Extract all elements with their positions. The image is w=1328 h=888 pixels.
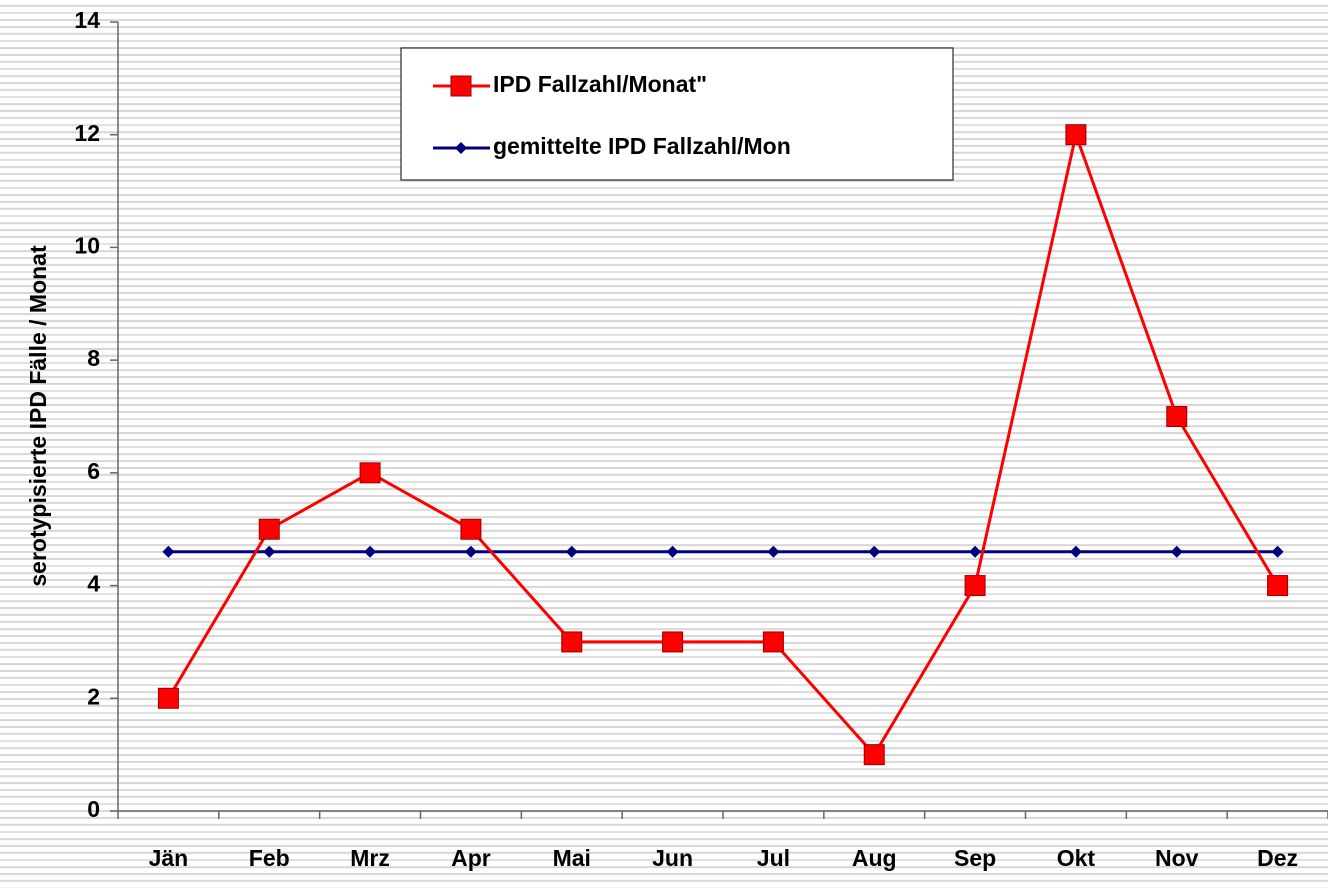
x-tick-label: Okt <box>1057 845 1096 871</box>
x-tick-label: Aug <box>852 845 897 871</box>
x-tick-label: Mai <box>553 845 591 871</box>
marker <box>1271 545 1284 558</box>
y-tick-label: 14 <box>74 7 100 33</box>
marker <box>258 518 280 540</box>
y-tick-label: 4 <box>87 571 100 597</box>
x-tick-label: Jän <box>149 845 189 871</box>
marker <box>157 687 179 709</box>
y-tick-label: 6 <box>87 458 100 484</box>
legend-label: IPD Fallzahl/Monat" <box>493 71 707 97</box>
marker <box>359 462 381 484</box>
y-tick-label: 12 <box>74 120 100 146</box>
x-tick-label: Nov <box>1155 845 1199 871</box>
marker <box>1267 575 1289 597</box>
x-tick-label: Jun <box>652 845 693 871</box>
marker <box>460 518 482 540</box>
legend-marker <box>450 75 472 97</box>
y-tick-label: 2 <box>87 683 100 709</box>
marker <box>1065 124 1087 146</box>
legend-marker <box>455 142 467 154</box>
y-tick-label: 0 <box>87 796 100 822</box>
legend-label: gemittelte IPD Fallzahl/Mon <box>493 133 791 159</box>
series-line <box>167 129 1279 758</box>
x-tick-label: Dez <box>1257 845 1298 871</box>
marker <box>662 631 684 653</box>
x-tick-label: Mrz <box>350 845 390 871</box>
x-tick-label: Feb <box>249 845 290 871</box>
marker <box>263 545 276 558</box>
marker <box>561 631 583 653</box>
marker <box>863 744 885 766</box>
legend-box <box>400 47 954 181</box>
marker <box>364 545 377 558</box>
x-tick-label: Apr <box>451 845 491 871</box>
marker <box>1069 545 1082 558</box>
marker <box>969 545 982 558</box>
marker <box>1166 406 1188 427</box>
marker <box>767 545 780 558</box>
marker <box>762 631 784 653</box>
marker <box>1170 545 1183 558</box>
x-tick-label: Jul <box>757 845 790 871</box>
marker <box>464 545 477 558</box>
y-tick-label: 10 <box>74 233 100 259</box>
marker <box>162 545 175 558</box>
y-tick-label: 8 <box>87 345 100 371</box>
y-axis-label: serotypisierte IPD Fälle / Monat <box>25 245 51 587</box>
x-tick-label: Sep <box>954 845 996 871</box>
marker <box>565 545 578 558</box>
marker <box>964 575 986 597</box>
marker <box>868 545 881 558</box>
marker <box>666 545 679 558</box>
